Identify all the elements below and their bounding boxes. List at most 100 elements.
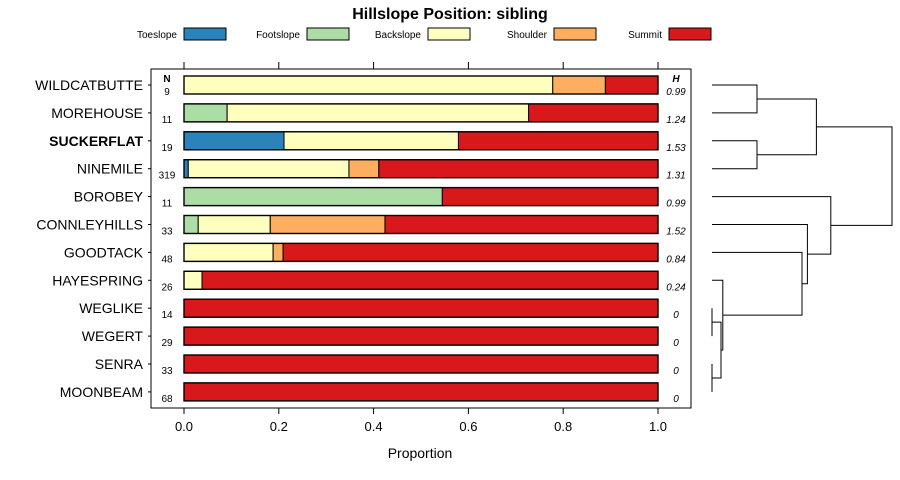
site-label: WILDCATBUTTE [35, 77, 143, 93]
bar-summit [282, 242, 659, 262]
row-goodtack: GOODTACK 48 0.84 [64, 242, 686, 265]
h-value: 1.24 [666, 115, 686, 126]
plot-frame [150, 68, 692, 409]
dendrogram-link [712, 224, 808, 285]
site-label: WEGERT [82, 328, 144, 344]
n-value: 9 [164, 87, 170, 98]
bar-shoulder [269, 215, 386, 234]
n-value: 68 [161, 394, 173, 405]
bar-summit [201, 270, 659, 290]
row-morehouse: MOREHOUSE 11 1.24 [51, 103, 686, 126]
bar-outline [183, 298, 659, 318]
row-wegert: WEGERT 29 0 [82, 326, 679, 349]
legend-swatch-backslope [427, 27, 471, 41]
site-label: BOROBEY [74, 189, 144, 205]
legend-label-toeslope: Toeslope [137, 30, 177, 41]
n-value: 26 [161, 282, 173, 293]
bar-summit [183, 382, 659, 402]
chart-title: Hillslope Position: sibling [352, 6, 548, 23]
dendrogram-link [757, 98, 817, 156]
h-value: 0.84 [666, 254, 686, 265]
x-tick-label: 0.2 [270, 419, 288, 434]
n-value: 11 [162, 115, 173, 126]
dendrogram-link [816, 126, 893, 226]
site-label: CONNLEYHILLS [36, 217, 143, 233]
row-wildcatbutte: WILDCATBUTTE 9 0.99 [35, 75, 686, 98]
bar-outline [183, 75, 659, 95]
bar-outline [183, 158, 659, 179]
bar-summit [183, 326, 659, 346]
n-value: 48 [161, 254, 173, 265]
site-label: SENRA [95, 356, 144, 372]
h-value: 0 [673, 338, 679, 349]
bar-footslope [183, 187, 443, 207]
x-axis: 0.0 0.2 0.4 0.6 0.8 1.0 [175, 408, 667, 434]
legend-swatch-footslope [306, 27, 350, 41]
bar-summit [384, 215, 659, 234]
row-weglike: WEGLIKE 14 0 [79, 298, 679, 321]
h-value: 0 [673, 310, 679, 321]
bar-footslope [183, 215, 199, 234]
site-label: NINEMILE [77, 161, 143, 177]
bar-backslope [187, 159, 350, 179]
legend-label-shoulder: Shoulder [507, 30, 548, 41]
bar-summit [604, 75, 659, 95]
bar-outline [183, 103, 659, 123]
bar-shoulder [348, 159, 380, 179]
legend-label-footslope: Footslope [256, 30, 300, 41]
row-ninemile: NINEMILE 319 1.31 [77, 158, 686, 182]
bar-outline [183, 354, 659, 374]
n-column-header: N [163, 74, 170, 85]
x-tick-label: 0.8 [554, 419, 572, 434]
bar-summit [183, 354, 659, 374]
n-value: 11 [162, 199, 173, 210]
n-value: 33 [161, 227, 173, 238]
row-connleyhills: CONNLEYHILLS 33 1.52 [36, 214, 686, 238]
bar-outline [183, 214, 659, 235]
top-axis-ticks [183, 62, 659, 69]
h-value: 1.31 [666, 171, 685, 182]
bar-summit [183, 298, 659, 318]
legend-label-summit: Summit [628, 30, 662, 41]
bar-summit [457, 131, 659, 151]
legend-swatch-summit [668, 27, 712, 41]
bar-backslope [283, 131, 459, 151]
bar-outline [183, 270, 659, 290]
site-label: MOREHOUSE [51, 105, 143, 121]
site-label: MOONBEAM [60, 384, 143, 400]
dendrogram-link [712, 84, 758, 114]
x-tick-label: 1.0 [649, 419, 667, 434]
h-value: 0 [673, 394, 679, 405]
x-tick-label: 0.4 [365, 419, 383, 434]
bar-footslope [183, 103, 228, 123]
dendrogram-link [712, 140, 758, 170]
h-value: 0.99 [666, 87, 686, 98]
n-value: 29 [161, 338, 173, 349]
bar-summit [378, 159, 659, 179]
x-axis-label: Proportion [388, 445, 453, 461]
bar-backslope [183, 270, 203, 290]
legend-swatch-toeslope [183, 27, 227, 41]
x-tick-label: 0.6 [459, 419, 477, 434]
legend-swatch-shoulder [553, 27, 597, 41]
bar-toeslope [183, 131, 285, 151]
bar-shoulder [552, 75, 606, 95]
site-label: SUCKERFLAT [49, 133, 143, 149]
bar-backslope [183, 242, 274, 262]
n-value: 33 [161, 366, 173, 377]
site-label: HAYESPRING [52, 272, 143, 288]
dendrogram-link [712, 251, 803, 316]
bar-backslope [197, 215, 271, 234]
bar-outline [183, 382, 659, 402]
h-value: 1.52 [666, 227, 686, 238]
bar-rows: WILDCATBUTTE 9 0.99 MOREHOUSE 11 1.24 SUCKERFL… [35, 75, 686, 405]
row-borobey: BOROBEY 11 0.99 [74, 186, 686, 210]
x-tick-label: 0.0 [175, 419, 193, 434]
bar-backslope [183, 75, 554, 95]
dendrogram [711, 84, 893, 392]
dendrogram-link [712, 196, 832, 255]
bar-outline [183, 326, 659, 346]
bar-summit [528, 103, 659, 123]
row-senra: SENRA 33 0 [95, 354, 679, 377]
